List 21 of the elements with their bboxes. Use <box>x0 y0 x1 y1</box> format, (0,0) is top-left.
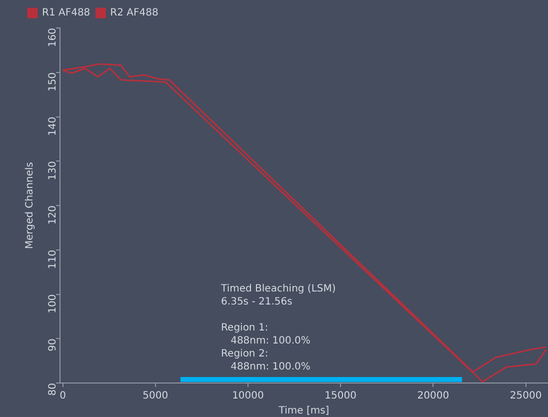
legend-label: R2 AF488 <box>110 8 158 19</box>
x-tick-label: 15000 <box>324 390 356 402</box>
y-tick-label: 140 <box>48 116 59 136</box>
y-tick-label: 100 <box>48 294 59 314</box>
x-tick-label: 5000 <box>142 390 168 402</box>
x-axis-title: Time [ms] <box>278 406 330 417</box>
legend-label: R1 AF488 <box>42 8 90 19</box>
y-tick-label: 160 <box>48 28 59 48</box>
y-tick-label: 150 <box>48 72 59 92</box>
y-tick-label: 90 <box>48 338 59 352</box>
y-tick-label: 130 <box>48 161 59 180</box>
y-tick-label: 120 <box>48 206 59 225</box>
x-tick-label: 25000 <box>510 390 542 402</box>
y-tick-label: 80 <box>48 383 59 396</box>
x-tick-label: 20000 <box>417 390 450 402</box>
x-tick-label: 10000 <box>232 390 264 402</box>
x-tick-label: 0 <box>60 390 66 402</box>
y-axis-title: Merged Channels <box>24 162 36 250</box>
annotation: Timed Bleaching (LSM) 6.35s - 21.56s <box>220 284 336 308</box>
annotation: Region 1: 488nm: 100.0% Region 2: 488nm: 100.0% <box>221 322 310 373</box>
y-tick-label: 110 <box>48 250 59 269</box>
